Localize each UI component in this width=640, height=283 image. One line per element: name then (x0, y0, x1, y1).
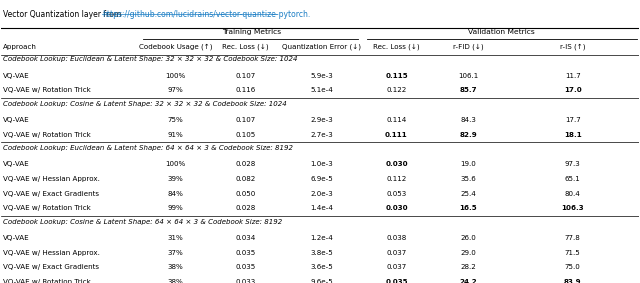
Text: 82.9: 82.9 (460, 132, 477, 138)
Text: 100%: 100% (165, 161, 186, 167)
Text: 85.7: 85.7 (460, 87, 477, 93)
Text: Approach: Approach (3, 44, 36, 50)
Text: 0.035: 0.035 (236, 250, 255, 256)
Text: 0.035: 0.035 (236, 265, 255, 271)
Text: 1.4e-4: 1.4e-4 (310, 205, 333, 211)
Text: 26.0: 26.0 (460, 235, 476, 241)
Text: Vector Quantization layer from: Vector Quantization layer from (3, 10, 124, 19)
Text: 37%: 37% (168, 250, 183, 256)
Text: 75%: 75% (168, 117, 183, 123)
Text: 5.9e-3: 5.9e-3 (310, 73, 333, 79)
Text: VQ-VAE w/ Rotation Trick: VQ-VAE w/ Rotation Trick (3, 87, 90, 93)
Text: 91%: 91% (168, 132, 183, 138)
Text: 0.105: 0.105 (236, 132, 255, 138)
Text: 106.3: 106.3 (561, 205, 584, 211)
Text: Quantization Error (↓): Quantization Error (↓) (282, 44, 362, 50)
Text: 18.1: 18.1 (564, 132, 582, 138)
Text: 1.0e-3: 1.0e-3 (310, 161, 333, 167)
Text: 0.111: 0.111 (385, 132, 408, 138)
Text: 0.034: 0.034 (236, 235, 255, 241)
Text: 0.115: 0.115 (385, 73, 408, 79)
Text: 2.7e-3: 2.7e-3 (310, 132, 333, 138)
Text: 84.3: 84.3 (460, 117, 476, 123)
Text: 5.1e-4: 5.1e-4 (310, 87, 333, 93)
Text: 84%: 84% (168, 191, 183, 197)
Text: 0.112: 0.112 (387, 176, 406, 182)
Text: 19.0: 19.0 (460, 161, 476, 167)
Text: 0.033: 0.033 (236, 279, 255, 283)
Text: 0.035: 0.035 (385, 279, 408, 283)
Text: 99%: 99% (168, 205, 183, 211)
Text: r-IS (↑): r-IS (↑) (560, 44, 586, 50)
Text: Codebook Usage (↑): Codebook Usage (↑) (139, 44, 212, 50)
Text: VQ-VAE: VQ-VAE (3, 235, 29, 241)
Text: VQ-VAE w/ Exact Gradients: VQ-VAE w/ Exact Gradients (3, 265, 99, 271)
Text: VQ-VAE: VQ-VAE (3, 73, 29, 79)
Text: Rec. Loss (↓): Rec. Loss (↓) (222, 44, 269, 50)
Text: 0.028: 0.028 (236, 161, 255, 167)
Text: Training Metrics: Training Metrics (222, 29, 282, 35)
Text: 0.038: 0.038 (387, 235, 406, 241)
Text: Codebook Lookup: Cosine & Latent Shape: 64 × 64 × 3 & Codebook Size: 8192: Codebook Lookup: Cosine & Latent Shape: … (3, 219, 282, 225)
Text: 0.030: 0.030 (385, 161, 408, 167)
Text: 28.2: 28.2 (460, 265, 476, 271)
Text: 2.9e-3: 2.9e-3 (310, 117, 333, 123)
Text: 0.037: 0.037 (387, 250, 406, 256)
Text: 2.0e-3: 2.0e-3 (310, 191, 333, 197)
Text: 97%: 97% (168, 87, 183, 93)
Text: 3.8e-5: 3.8e-5 (310, 250, 333, 256)
Text: 0.053: 0.053 (387, 191, 406, 197)
Text: 0.114: 0.114 (387, 117, 406, 123)
Text: 0.050: 0.050 (236, 191, 255, 197)
Text: 0.116: 0.116 (236, 87, 255, 93)
Text: VQ-VAE w/ Rotation Trick: VQ-VAE w/ Rotation Trick (3, 279, 90, 283)
Text: 29.0: 29.0 (460, 250, 476, 256)
Text: 0.028: 0.028 (236, 205, 255, 211)
Text: 106.1: 106.1 (458, 73, 478, 79)
Text: 25.4: 25.4 (460, 191, 476, 197)
Text: 0.037: 0.037 (387, 265, 406, 271)
Text: 0.030: 0.030 (385, 205, 408, 211)
Text: 6.9e-5: 6.9e-5 (310, 176, 333, 182)
Text: VQ-VAE: VQ-VAE (3, 161, 29, 167)
Text: VQ-VAE: VQ-VAE (3, 117, 29, 123)
Text: 0.082: 0.082 (236, 176, 255, 182)
Text: 65.1: 65.1 (564, 176, 580, 182)
Text: 11.7: 11.7 (564, 73, 580, 79)
Text: 83.9: 83.9 (564, 279, 582, 283)
Text: 38%: 38% (168, 279, 183, 283)
Text: 75.0: 75.0 (564, 265, 580, 271)
Text: 0.107: 0.107 (236, 73, 255, 79)
Text: r-FID (↓): r-FID (↓) (453, 44, 483, 50)
Text: VQ-VAE w/ Hessian Approx.: VQ-VAE w/ Hessian Approx. (3, 250, 100, 256)
Text: 71.5: 71.5 (564, 250, 580, 256)
Text: Codebook Lookup: Euclidean & Latent Shape: 64 × 64 × 3 & Codebook Size: 8192: Codebook Lookup: Euclidean & Latent Shap… (3, 145, 292, 151)
Text: 80.4: 80.4 (564, 191, 580, 197)
Text: 0.107: 0.107 (236, 117, 255, 123)
Text: 39%: 39% (168, 176, 183, 182)
Text: 17.7: 17.7 (564, 117, 580, 123)
Text: 16.5: 16.5 (460, 205, 477, 211)
Text: 3.6e-5: 3.6e-5 (310, 265, 333, 271)
Text: 24.2: 24.2 (460, 279, 477, 283)
Text: 35.6: 35.6 (460, 176, 476, 182)
Text: 97.3: 97.3 (564, 161, 580, 167)
Text: Validation Metrics: Validation Metrics (468, 29, 534, 35)
Text: 17.0: 17.0 (564, 87, 582, 93)
Text: VQ-VAE w/ Rotation Trick: VQ-VAE w/ Rotation Trick (3, 132, 90, 138)
Text: 100%: 100% (165, 73, 186, 79)
Text: VQ-VAE w/ Hessian Approx.: VQ-VAE w/ Hessian Approx. (3, 176, 100, 182)
Text: 0.122: 0.122 (387, 87, 406, 93)
Text: https://github.com/lucidrains/vector-quantize-pytorch.: https://github.com/lucidrains/vector-qua… (102, 10, 310, 19)
Text: VQ-VAE w/ Exact Gradients: VQ-VAE w/ Exact Gradients (3, 191, 99, 197)
Text: 38%: 38% (168, 265, 183, 271)
Text: Codebook Lookup: Euclidean & Latent Shape: 32 × 32 × 32 & Codebook Size: 1024: Codebook Lookup: Euclidean & Latent Shap… (3, 56, 297, 63)
Text: 9.6e-5: 9.6e-5 (310, 279, 333, 283)
Text: 77.8: 77.8 (564, 235, 580, 241)
Text: VQ-VAE w/ Rotation Trick: VQ-VAE w/ Rotation Trick (3, 205, 90, 211)
Text: Rec. Loss (↓): Rec. Loss (↓) (373, 44, 420, 50)
Text: 31%: 31% (168, 235, 183, 241)
Text: 1.2e-4: 1.2e-4 (310, 235, 333, 241)
Text: Codebook Lookup: Cosine & Latent Shape: 32 × 32 × 32 & Codebook Size: 1024: Codebook Lookup: Cosine & Latent Shape: … (3, 101, 287, 107)
